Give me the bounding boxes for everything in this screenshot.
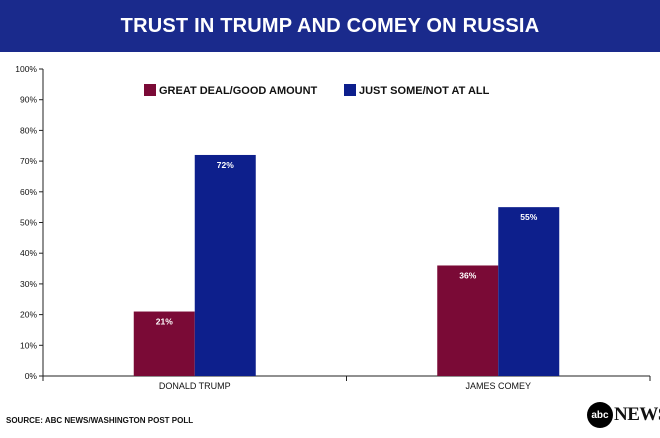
bar: [498, 207, 560, 376]
header-banner: TRUST IN TRUMP AND COMEY ON RUSSIA: [0, 0, 660, 52]
x-category-label: DONALD TRUMP: [159, 381, 231, 391]
y-tick-label: 40%: [20, 248, 37, 258]
source-note: SOURCE: ABC NEWS/WASHINGTON POST POLL: [6, 416, 194, 425]
y-tick-label: 0%: [25, 371, 38, 381]
abc-news-logo: abc NEWS: [587, 402, 660, 428]
bar-value-label: 21%: [156, 317, 173, 327]
y-tick-label: 30%: [20, 279, 37, 289]
legend-swatch: [344, 84, 356, 96]
y-tick-label: 80%: [20, 125, 37, 135]
legend-label: JUST SOME/NOT AT ALL: [359, 85, 490, 97]
bar-value-label: 55%: [520, 212, 537, 222]
y-tick-label: 60%: [20, 187, 37, 197]
y-tick-label: 90%: [20, 95, 37, 105]
abc-logo-mark: abc: [587, 402, 613, 428]
y-tick-label: 10%: [20, 340, 37, 350]
y-tick-label: 20%: [20, 310, 37, 320]
legend-swatch: [144, 84, 156, 96]
x-category-label: JAMES COMEY: [465, 381, 531, 391]
chart-title: TRUST IN TRUMP AND COMEY ON RUSSIA: [120, 14, 540, 37]
legend-label: GREAT DEAL/GOOD AMOUNT: [159, 85, 318, 97]
bar-value-label: 36%: [459, 270, 476, 280]
y-tick-label: 100%: [15, 64, 37, 74]
bar: [133, 311, 195, 376]
bar: [194, 154, 256, 376]
bar-value-label: 72%: [217, 160, 234, 170]
y-tick-label: 50%: [20, 218, 37, 228]
bar-chart: 0% 10% 20% 30% 40% 50% 60% 70% 80% 90% 100% 21% 72% D…: [15, 64, 651, 391]
y-tick-label: 70%: [20, 156, 37, 166]
news-logo-text: NEWS: [614, 404, 660, 425]
bar: [437, 265, 499, 376]
